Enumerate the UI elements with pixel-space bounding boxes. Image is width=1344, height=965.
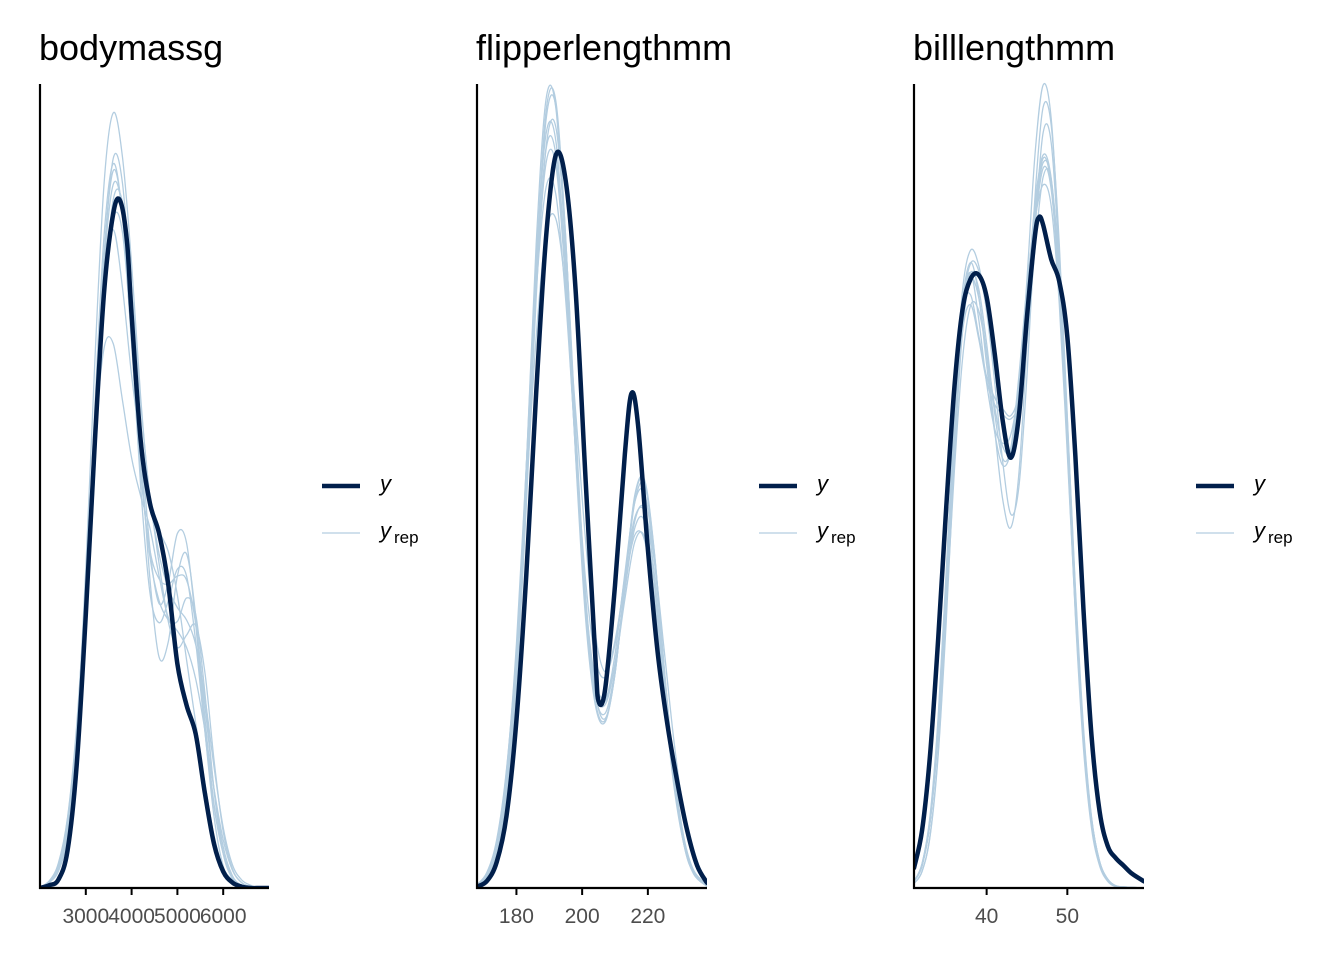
legend-yrep-label: y rep	[1252, 518, 1293, 547]
legend-yrep-main: y	[815, 518, 830, 543]
x-tick-label: 4000	[108, 905, 155, 928]
x-tick-label: 5000	[154, 905, 201, 928]
panel-legend: y y rep	[759, 471, 856, 547]
legend-y-label: y	[815, 471, 830, 496]
panel-title: billlengthmm	[913, 27, 1115, 68]
panel-legend: y y rep	[322, 471, 419, 547]
panel-bodymassg: bodymassg 3000 4000 5000 6000 y y rep	[38, 27, 419, 928]
legend-yrep-subscript: rep	[831, 528, 856, 547]
plot-area: 40 50	[912, 83, 1144, 928]
density-curves	[914, 83, 1144, 888]
legend-y-label: y	[1252, 471, 1267, 496]
legend-yrep-subscript: rep	[1268, 528, 1293, 547]
yrep-density-line	[477, 94, 707, 887]
x-tick-label: 40	[975, 905, 998, 928]
plot-area: 180 200 220	[475, 84, 707, 928]
y-density-line	[914, 214, 1144, 884]
yrep-density-line	[914, 83, 1144, 888]
legend-y-label: y	[378, 471, 393, 496]
plot-area: 3000 4000 5000 6000	[38, 84, 269, 928]
x-tick-label: 180	[499, 905, 534, 928]
x-tick-label: 220	[630, 905, 665, 928]
panel-billlengthmm: billlengthmm 40 50 y y rep	[912, 27, 1293, 928]
legend-yrep-main: y	[1252, 518, 1267, 543]
legend-yrep-subscript: rep	[394, 528, 419, 547]
panel-legend: y y rep	[1196, 471, 1293, 547]
y-density-line	[477, 149, 707, 888]
x-tick-label: 50	[1056, 905, 1079, 928]
legend-yrep-label: y rep	[378, 518, 419, 547]
legend-yrep-main: y	[378, 518, 393, 543]
panel-title: bodymassg	[39, 27, 223, 68]
panel-flipperlengthmm: flipperlengthmm 180 200 220 y y rep	[475, 27, 856, 928]
legend-yrep-label: y rep	[815, 518, 856, 547]
y-density-line	[40, 196, 269, 888]
x-tick-label: 200	[565, 905, 600, 928]
density-curves	[40, 111, 269, 888]
x-tick-label: 3000	[62, 905, 109, 928]
x-tick-label: 6000	[200, 905, 247, 928]
panel-title: flipperlengthmm	[476, 27, 732, 68]
density-curves	[477, 84, 707, 888]
